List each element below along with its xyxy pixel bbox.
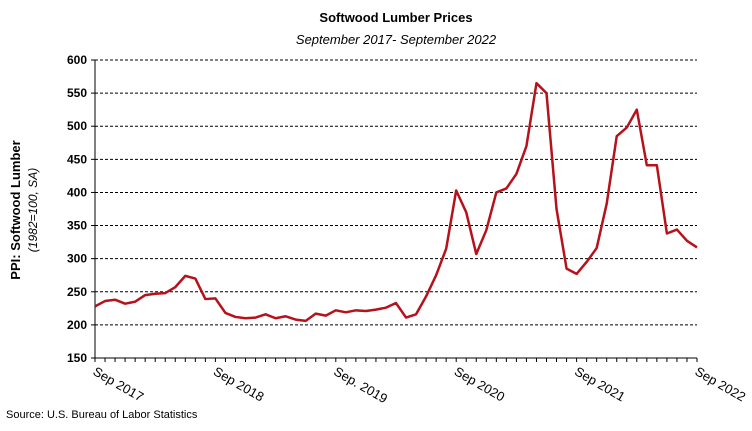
- chart-title: Softwood Lumber Prices: [319, 10, 472, 25]
- y-tick-label: 550: [67, 86, 87, 100]
- x-tick-label: Sep 2018: [211, 364, 267, 405]
- y-tick-label: 600: [67, 53, 87, 67]
- y-tick-label: 250: [67, 285, 87, 299]
- y-axis-label: PPI: Softwood Lumber: [8, 140, 23, 279]
- x-tick-label: Sep 2017: [91, 364, 147, 405]
- x-tick-label: Sep 2020: [452, 364, 508, 405]
- source: Source: U.S. Bureau of Labor Statistics: [6, 409, 198, 421]
- chart-subtitle: September 2017- September 2022: [296, 32, 497, 47]
- x-tick-label: Sep. 2019: [331, 364, 390, 407]
- y-tick-label: 400: [67, 185, 87, 199]
- y-axis-sublabel: (1982=100, SA): [26, 168, 40, 252]
- y-tick-label: 350: [67, 219, 87, 233]
- x-tick-label: Sep 2022: [693, 364, 749, 405]
- y-tick-label: 450: [67, 152, 87, 166]
- x-tick-label: Sep 2021: [572, 364, 628, 405]
- line-series: [94, 81, 698, 323]
- y-tick-label: 150: [67, 351, 87, 365]
- y-tick-label: 300: [67, 252, 87, 266]
- y-tick-label: 200: [67, 318, 87, 332]
- y-tick-label: 500: [67, 119, 87, 133]
